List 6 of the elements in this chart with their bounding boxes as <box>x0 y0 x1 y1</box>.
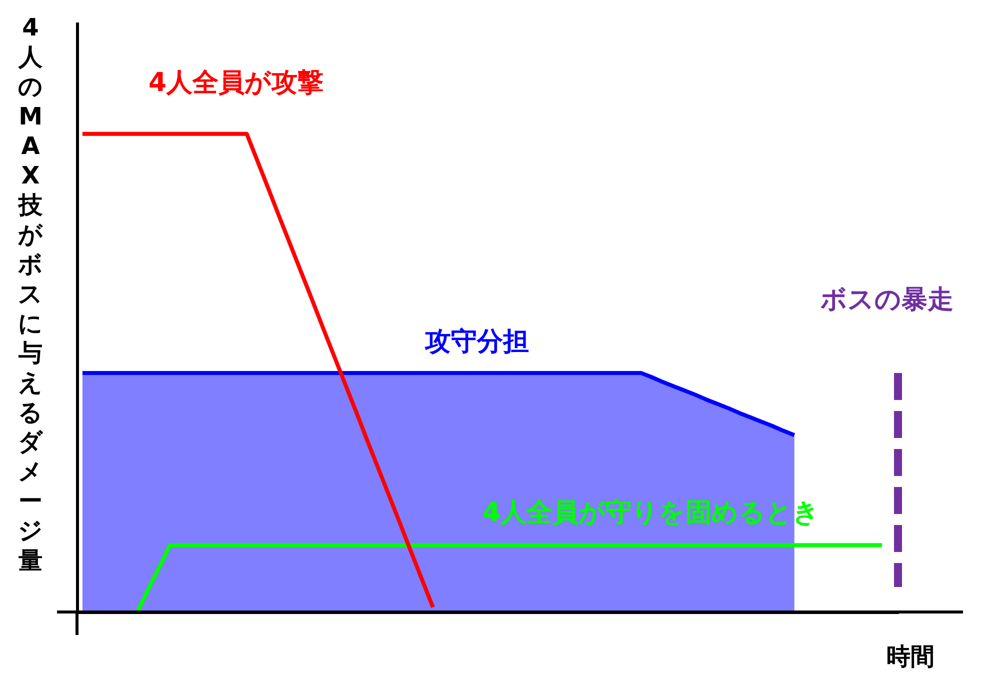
x-axis-title: 時間 <box>886 642 934 670</box>
text: 4人のMAX技がボスに与えるダメージ量 <box>18 14 43 574</box>
series-label: 4人全員が守りを固めるとき <box>482 498 820 528</box>
series-label: 攻守分担 <box>424 327 529 357</box>
series-label: 4人全員が攻撃 <box>148 68 324 98</box>
annotation: ボスの暴走 <box>820 285 954 315</box>
